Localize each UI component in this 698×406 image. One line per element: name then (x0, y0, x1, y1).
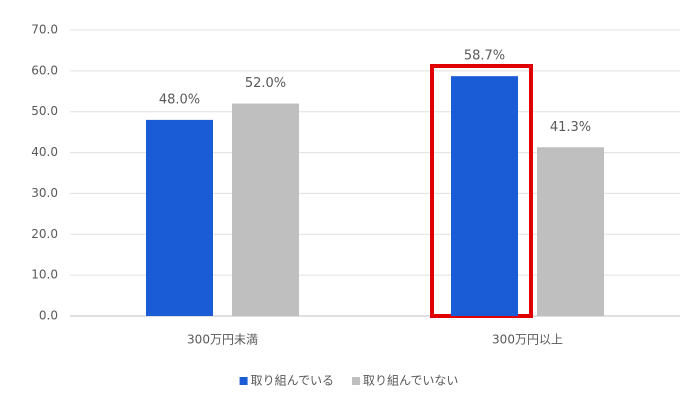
bar (451, 76, 518, 316)
y-tick-label: 0.0 (39, 309, 58, 323)
y-tick-label: 70.0 (31, 23, 58, 37)
y-tick-label: 30.0 (31, 186, 58, 200)
y-tick-label: 60.0 (31, 63, 58, 77)
y-tick-label: 20.0 (31, 227, 58, 241)
legend-label: 取り組んでいない (363, 374, 458, 388)
bar (537, 147, 604, 316)
y-tick-label: 50.0 (31, 104, 58, 118)
value-label: 41.3% (550, 120, 591, 135)
legend-swatch (352, 377, 360, 385)
value-label: 52.0% (245, 76, 286, 91)
x-tick-label: 300万円以上 (492, 333, 563, 347)
x-tick-label: 300万円未満 (187, 333, 258, 347)
value-label: 48.0% (159, 92, 200, 107)
value-label: 58.7% (464, 49, 505, 64)
y-tick-label: 10.0 (31, 268, 58, 282)
legend-swatch (239, 377, 248, 385)
legend-label: 取り組んでいる (251, 374, 334, 388)
bar (146, 119, 213, 316)
y-tick-label: 40.0 (31, 145, 58, 159)
bar (232, 103, 299, 317)
